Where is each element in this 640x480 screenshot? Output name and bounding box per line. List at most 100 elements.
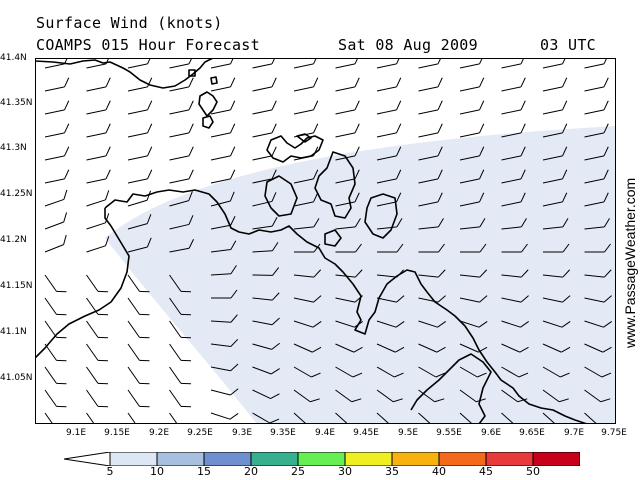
wind-barb: [86, 169, 111, 184]
scale-cell: [532, 452, 580, 466]
wind-barb: [127, 366, 150, 385]
wind-barb: [293, 343, 322, 353]
wind-barb: [252, 146, 277, 161]
wind-barb: [86, 123, 111, 138]
wind-barb: [210, 169, 236, 184]
wind-barb: [459, 389, 486, 403]
wind-barb: [376, 412, 402, 424]
wind-barb: [169, 320, 191, 339]
wind-barb: [86, 412, 99, 424]
wind-barb: [86, 320, 108, 339]
wind-barb: [542, 218, 569, 230]
wind-barb: [44, 100, 70, 115]
wind-barb: [584, 146, 609, 161]
wind-barb: [418, 269, 446, 278]
wind-barb: [44, 412, 57, 424]
lon-label: 9.5E: [398, 428, 418, 438]
wind-barb: [376, 320, 405, 328]
wind-barb: [584, 343, 612, 353]
scale-cell: [250, 452, 299, 466]
wind-barb: [418, 412, 444, 424]
map-title: Surface Wind (knots): [36, 14, 223, 32]
wind-barb: [252, 342, 280, 350]
wind-barb: [293, 169, 319, 184]
wind-barb: [542, 412, 568, 424]
wind-barb: [376, 343, 405, 353]
island: [266, 135, 324, 163]
wind-barb: [335, 343, 363, 353]
wind-barb: [127, 297, 150, 316]
wind-barb: [542, 123, 568, 138]
wind-barb: [418, 123, 443, 138]
wind-barb: [210, 123, 236, 138]
wind-barb: [169, 412, 182, 424]
forecast-time: 03 UTC: [540, 36, 596, 54]
scale-cell: [156, 452, 205, 466]
lat-label: 41.4N: [0, 53, 27, 63]
wind-barb: [376, 218, 403, 230]
wind-barb: [86, 77, 111, 92]
wind-barb: [44, 146, 70, 161]
wind-barb: [127, 237, 152, 253]
wind-barb: [252, 317, 280, 326]
watermark-text: www.PassageWeather.com: [622, 178, 638, 349]
coast-southeast: [410, 353, 492, 424]
wind-barb: [210, 240, 237, 253]
wind-barb: [294, 243, 321, 253]
wind-barb: [252, 389, 280, 399]
wind-barb: [335, 389, 362, 403]
wind-barb: [127, 58, 153, 69]
wind-barb: [584, 320, 612, 328]
wind-map: [35, 58, 616, 424]
wind-barb: [542, 320, 571, 328]
wind-barb: [127, 274, 150, 293]
scale-cell: [203, 452, 252, 466]
wind-barb: [376, 366, 404, 378]
wind-barb: [501, 77, 526, 92]
wind-barb: [335, 123, 360, 138]
wind-barb: [127, 389, 150, 408]
wind-barb: [44, 58, 70, 69]
wind-barb: [293, 100, 319, 115]
wind-barb: [335, 100, 360, 115]
wind-barb: [377, 243, 404, 253]
wind-barb: [86, 274, 108, 293]
wind-barb: [376, 100, 402, 115]
islet: [202, 115, 214, 129]
lat-label: 41.3N: [0, 143, 27, 153]
lon-label: 9.55E: [436, 428, 462, 438]
wind-barb: [86, 190, 110, 207]
wind-barb: [169, 343, 191, 362]
wind-barb: [335, 146, 360, 161]
wind-barb: [459, 146, 485, 161]
wind-barb: [210, 363, 239, 372]
islet: [188, 69, 196, 77]
wind-barb: [501, 169, 526, 184]
lon-label: 9.1E: [66, 428, 86, 438]
wind-speed-band: [105, 126, 616, 424]
wind-barb: [376, 295, 405, 303]
wind-barb: [169, 77, 194, 92]
wind-barb: [127, 100, 153, 115]
wind-barb: [293, 77, 319, 92]
wind-barb: [252, 292, 280, 301]
scale-cell: [438, 452, 487, 466]
wind-barb: [501, 366, 529, 378]
wind-barb: [210, 265, 237, 276]
lon-label: 9.35E: [270, 428, 296, 438]
wind-barb: [293, 192, 319, 207]
wind-barb-field: [44, 58, 612, 424]
wind-barb: [86, 366, 108, 385]
site-watermark: www.PassageWeather.com: [622, 178, 638, 349]
scale-cells: [64, 452, 580, 466]
wind-barb: [127, 320, 150, 339]
scale-cell: [297, 452, 346, 466]
wind-barb: [501, 412, 527, 424]
lon-label: 9.15E: [104, 428, 130, 438]
wind-barb: [127, 146, 153, 161]
scale-label: 35: [385, 465, 399, 478]
scale-cell: [64, 452, 111, 466]
lat-label: 41.05N: [0, 373, 33, 383]
wind-barb: [169, 215, 194, 230]
wind-barb: [501, 269, 529, 278]
